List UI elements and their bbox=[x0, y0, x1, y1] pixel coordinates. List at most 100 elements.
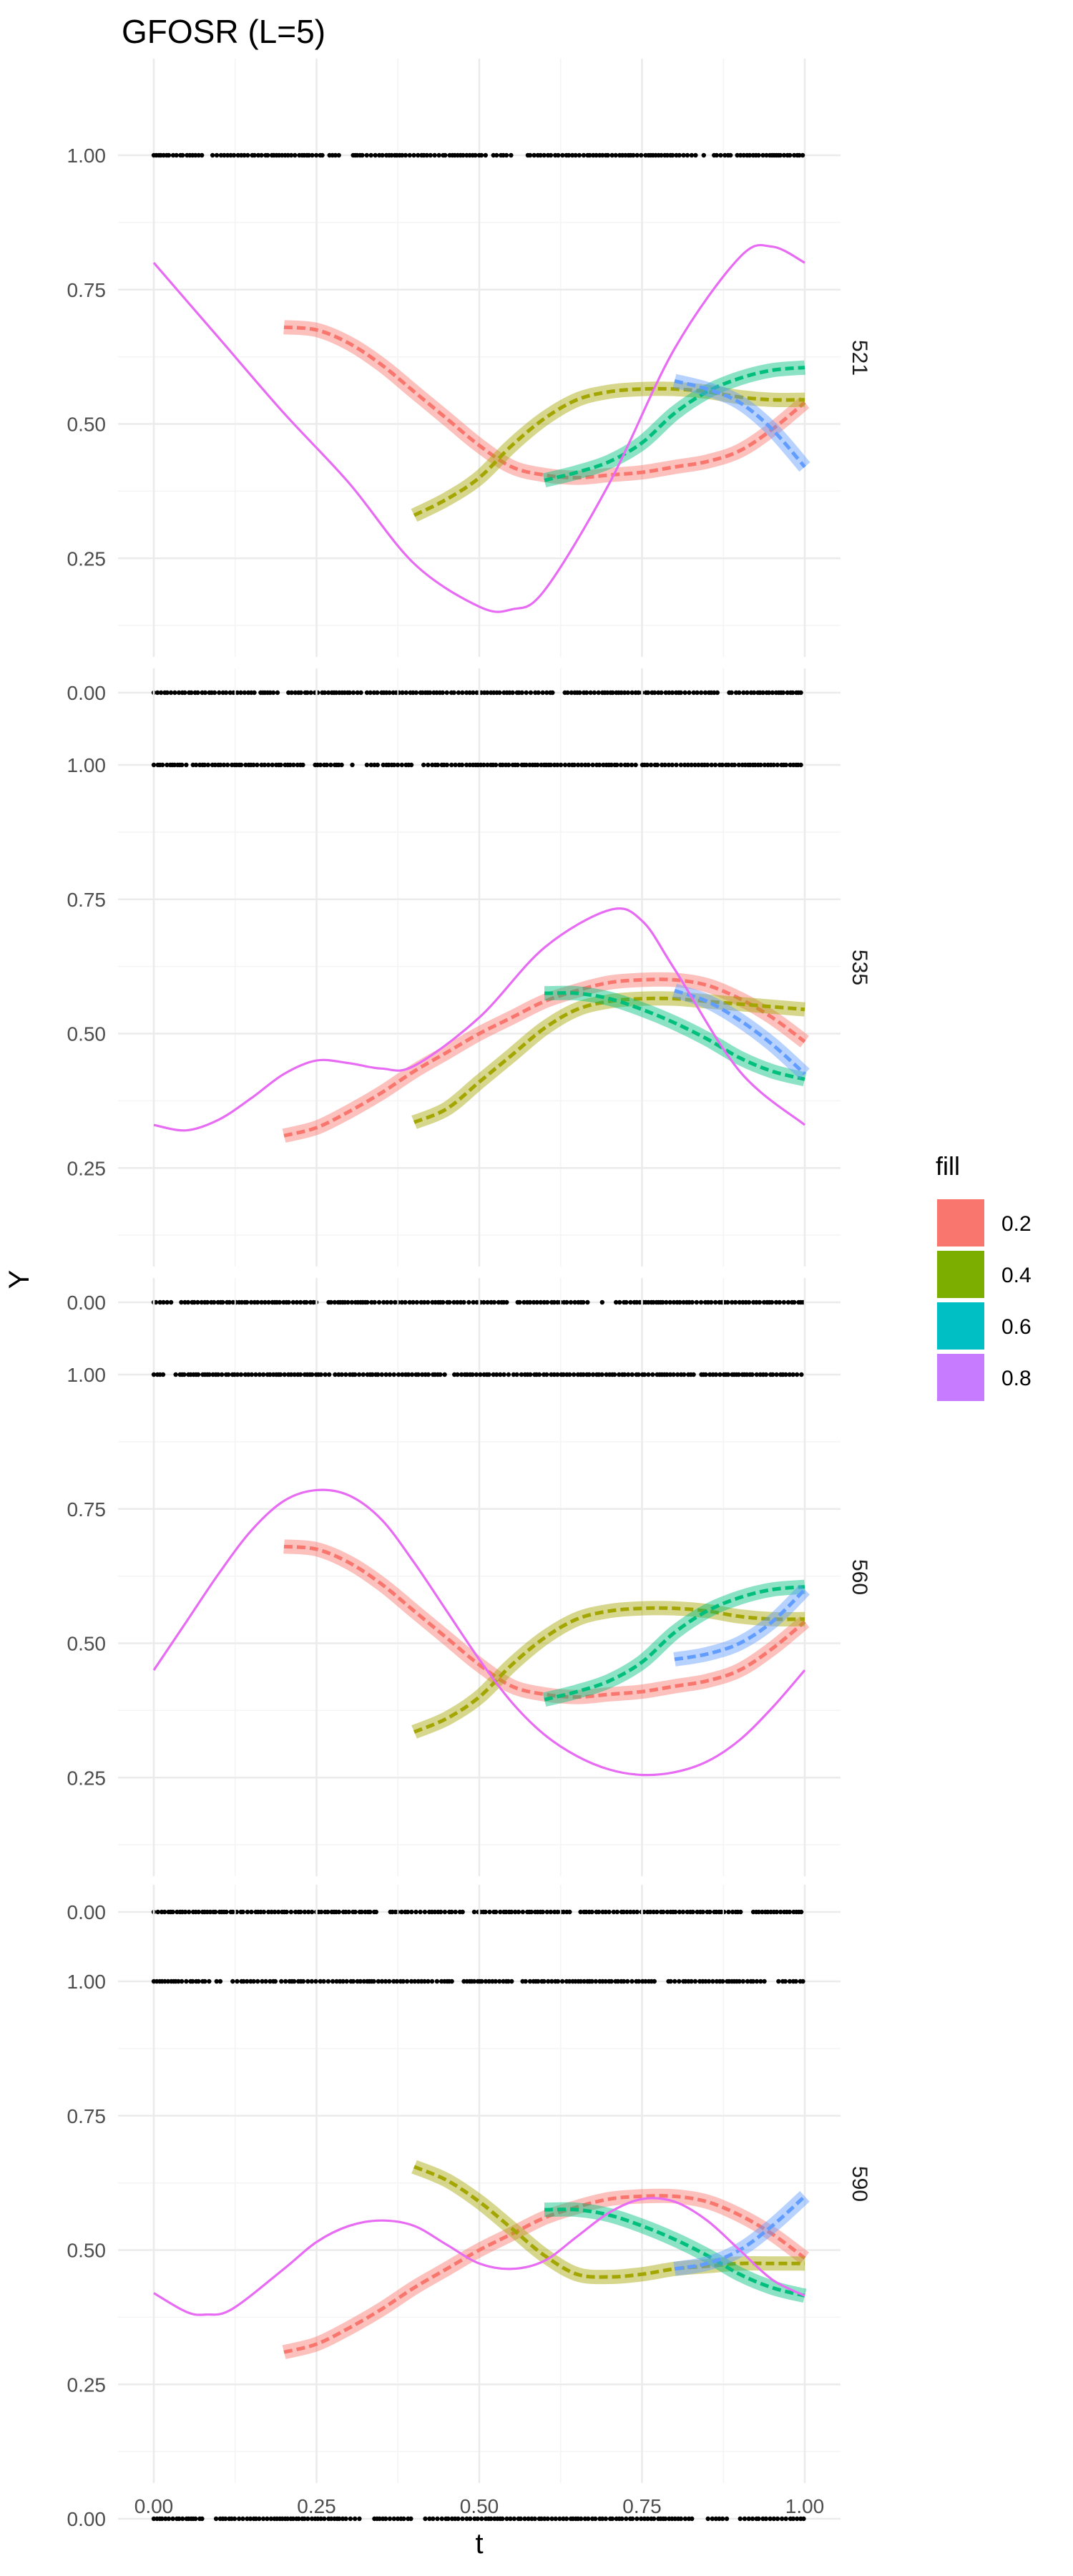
obs-point bbox=[709, 1299, 714, 1305]
obs-point bbox=[524, 762, 529, 768]
obs-point bbox=[509, 1909, 514, 1915]
obs-point bbox=[522, 2516, 527, 2522]
obs-point bbox=[660, 762, 665, 768]
y-tick-label: 0.50 bbox=[67, 2240, 107, 2262]
obs-point bbox=[358, 690, 363, 696]
obs-point bbox=[741, 690, 746, 696]
obs-point bbox=[690, 1909, 695, 1915]
obs-point bbox=[622, 1372, 627, 1377]
obs-point bbox=[400, 690, 405, 696]
series-02 bbox=[282, 2188, 810, 2359]
panel-590: 0.00 0.25 0.50 0.75 1.00 590 bbox=[67, 1885, 871, 2530]
obs-point bbox=[177, 2516, 182, 2522]
obs-point bbox=[294, 1299, 300, 1305]
obs-point bbox=[298, 1299, 303, 1305]
obs-point bbox=[715, 690, 720, 696]
obs-point bbox=[750, 1372, 755, 1377]
obs-point bbox=[422, 1979, 427, 1984]
obs-point bbox=[240, 1909, 245, 1915]
obs-point bbox=[404, 1979, 410, 1984]
obs-point bbox=[485, 690, 490, 696]
obs-point bbox=[738, 152, 743, 158]
obs-point bbox=[536, 690, 541, 696]
truth-line bbox=[152, 244, 805, 613]
y-tick-label: 1.00 bbox=[67, 1971, 107, 1993]
obs-point bbox=[474, 1299, 479, 1305]
y-axis-label: Y bbox=[4, 1270, 35, 1289]
obs-point bbox=[170, 152, 176, 158]
obs-point bbox=[758, 762, 763, 768]
obs-point bbox=[189, 690, 194, 696]
obs-point bbox=[555, 1909, 560, 1915]
obs-point bbox=[526, 2516, 531, 2522]
obs-point bbox=[665, 152, 670, 158]
obs-point bbox=[629, 2516, 635, 2522]
obs-point bbox=[569, 690, 574, 696]
obs-point bbox=[245, 1909, 250, 1915]
obs-point bbox=[310, 152, 315, 158]
series-06 bbox=[542, 360, 805, 488]
obs-point bbox=[733, 1299, 738, 1305]
obs-point bbox=[332, 1299, 338, 1305]
obs-point bbox=[290, 1299, 296, 1305]
obs-point bbox=[257, 2516, 262, 2522]
panel-560: 0.00 0.25 0.50 0.75 1.00 560 bbox=[67, 1278, 871, 1923]
obs-point bbox=[707, 1372, 712, 1377]
obs-point bbox=[352, 2516, 358, 2522]
obs-point bbox=[662, 2516, 668, 2522]
obs-point bbox=[368, 762, 374, 768]
obs-point bbox=[418, 1299, 423, 1305]
obs-point bbox=[339, 762, 344, 768]
truth-line bbox=[153, 2197, 805, 2316]
obs-point bbox=[447, 1299, 452, 1305]
obs-point bbox=[455, 1372, 460, 1377]
y-tick-label: 0.25 bbox=[67, 547, 107, 570]
obs-point bbox=[296, 2516, 301, 2522]
obs-point bbox=[435, 762, 441, 768]
obs-point bbox=[625, 690, 631, 696]
obs-point bbox=[672, 2516, 677, 2522]
obs-point bbox=[531, 1299, 536, 1305]
obs-point bbox=[263, 1299, 268, 1305]
series-02 bbox=[283, 320, 810, 485]
obs-point bbox=[200, 2516, 205, 2522]
obs-point bbox=[528, 1372, 533, 1377]
obs-point bbox=[778, 1909, 783, 1915]
obs-point bbox=[413, 1909, 418, 1915]
obs-point bbox=[340, 2516, 346, 2522]
obs-point bbox=[766, 690, 772, 696]
obs-point bbox=[391, 2516, 396, 2522]
obs-point bbox=[515, 762, 520, 768]
obs-point bbox=[383, 1372, 388, 1377]
obs-point bbox=[442, 1372, 447, 1377]
series-04 bbox=[411, 2160, 805, 2285]
obs-point bbox=[422, 1909, 428, 1915]
obs-point bbox=[383, 2516, 388, 2522]
obs-point bbox=[292, 1372, 297, 1377]
obs-point bbox=[403, 152, 408, 158]
obs-point bbox=[659, 152, 664, 158]
obs-point bbox=[260, 2516, 266, 2522]
obs-point bbox=[678, 762, 684, 768]
obs-point bbox=[584, 1909, 589, 1915]
obs-point bbox=[778, 152, 783, 158]
obs-point bbox=[800, 1979, 805, 1984]
obs-point bbox=[527, 152, 533, 158]
obs-point bbox=[678, 690, 684, 696]
obs-point bbox=[498, 1909, 503, 1915]
obs-point bbox=[597, 762, 602, 768]
obs-point bbox=[413, 690, 419, 696]
obs-point bbox=[409, 1372, 415, 1377]
obs-point bbox=[195, 690, 200, 696]
obs-point bbox=[797, 152, 802, 158]
obs-point bbox=[315, 2516, 320, 2522]
obs-point bbox=[255, 762, 260, 768]
obs-point bbox=[466, 1299, 471, 1305]
obs-point bbox=[667, 1299, 672, 1305]
strip-label: 590 bbox=[848, 2166, 871, 2202]
series-line bbox=[283, 325, 806, 480]
obs-point bbox=[509, 152, 514, 158]
obs-point bbox=[192, 1299, 197, 1305]
series-line bbox=[283, 2194, 806, 2354]
obs-point bbox=[412, 1979, 417, 1984]
